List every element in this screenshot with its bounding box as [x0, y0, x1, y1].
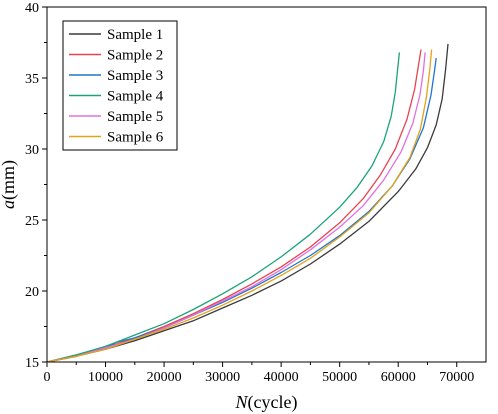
- x-axis-ticks: 0 10000 20000 30000 40000 50000 60000 70000: [44, 362, 474, 385]
- x-tick-label: 60000: [381, 370, 416, 385]
- series-line-sample-1: [46, 43, 449, 363]
- x-axis-unit: (cycle): [248, 392, 298, 413]
- legend-label: Sample 5: [107, 109, 163, 125]
- plot-frame: [46, 6, 487, 363]
- series-lines: [46, 43, 449, 363]
- x-tick-label: 20000: [147, 370, 182, 385]
- legend-label: Sample 1: [107, 27, 163, 43]
- legend-label: Sample 4: [107, 89, 164, 105]
- legend-box: [62, 20, 178, 151]
- y-tick-label: 40: [25, 1, 39, 16]
- y-tick-label: 25: [25, 214, 39, 229]
- legend-label: Sample 2: [107, 48, 163, 64]
- x-axis-title: N(cycle): [235, 392, 298, 413]
- legend: Sample 1 Sample 2 Sample 3 Sample 4 Sample 5…: [62, 20, 178, 151]
- y-axis-title: a(mm): [0, 160, 19, 209]
- x-axis-variable: N: [235, 392, 249, 412]
- x-tick-label: 0: [44, 370, 51, 385]
- x-tick-label: 30000: [205, 370, 240, 385]
- series-line-sample-4: [46, 52, 401, 363]
- x-tick-label: 10000: [88, 370, 123, 385]
- y-axis-unit: (mm): [0, 160, 19, 200]
- y-tick-label: 35: [25, 72, 39, 87]
- x-tick-label: 50000: [322, 370, 357, 385]
- x-tick-label: 40000: [264, 370, 299, 385]
- legend-label: Sample 6: [107, 130, 164, 146]
- y-tick-label: 20: [25, 285, 39, 300]
- y-tick-label: 30: [25, 143, 39, 158]
- x-tick-label: 70000: [439, 370, 474, 385]
- y-axis-variable: a: [0, 200, 18, 209]
- y-axis-ticks: 15 20 25 30 35 40: [25, 1, 47, 371]
- series-line-sample-6: [46, 49, 433, 363]
- y-tick-label: 15: [25, 356, 39, 371]
- legend-label: Sample 3: [107, 68, 163, 84]
